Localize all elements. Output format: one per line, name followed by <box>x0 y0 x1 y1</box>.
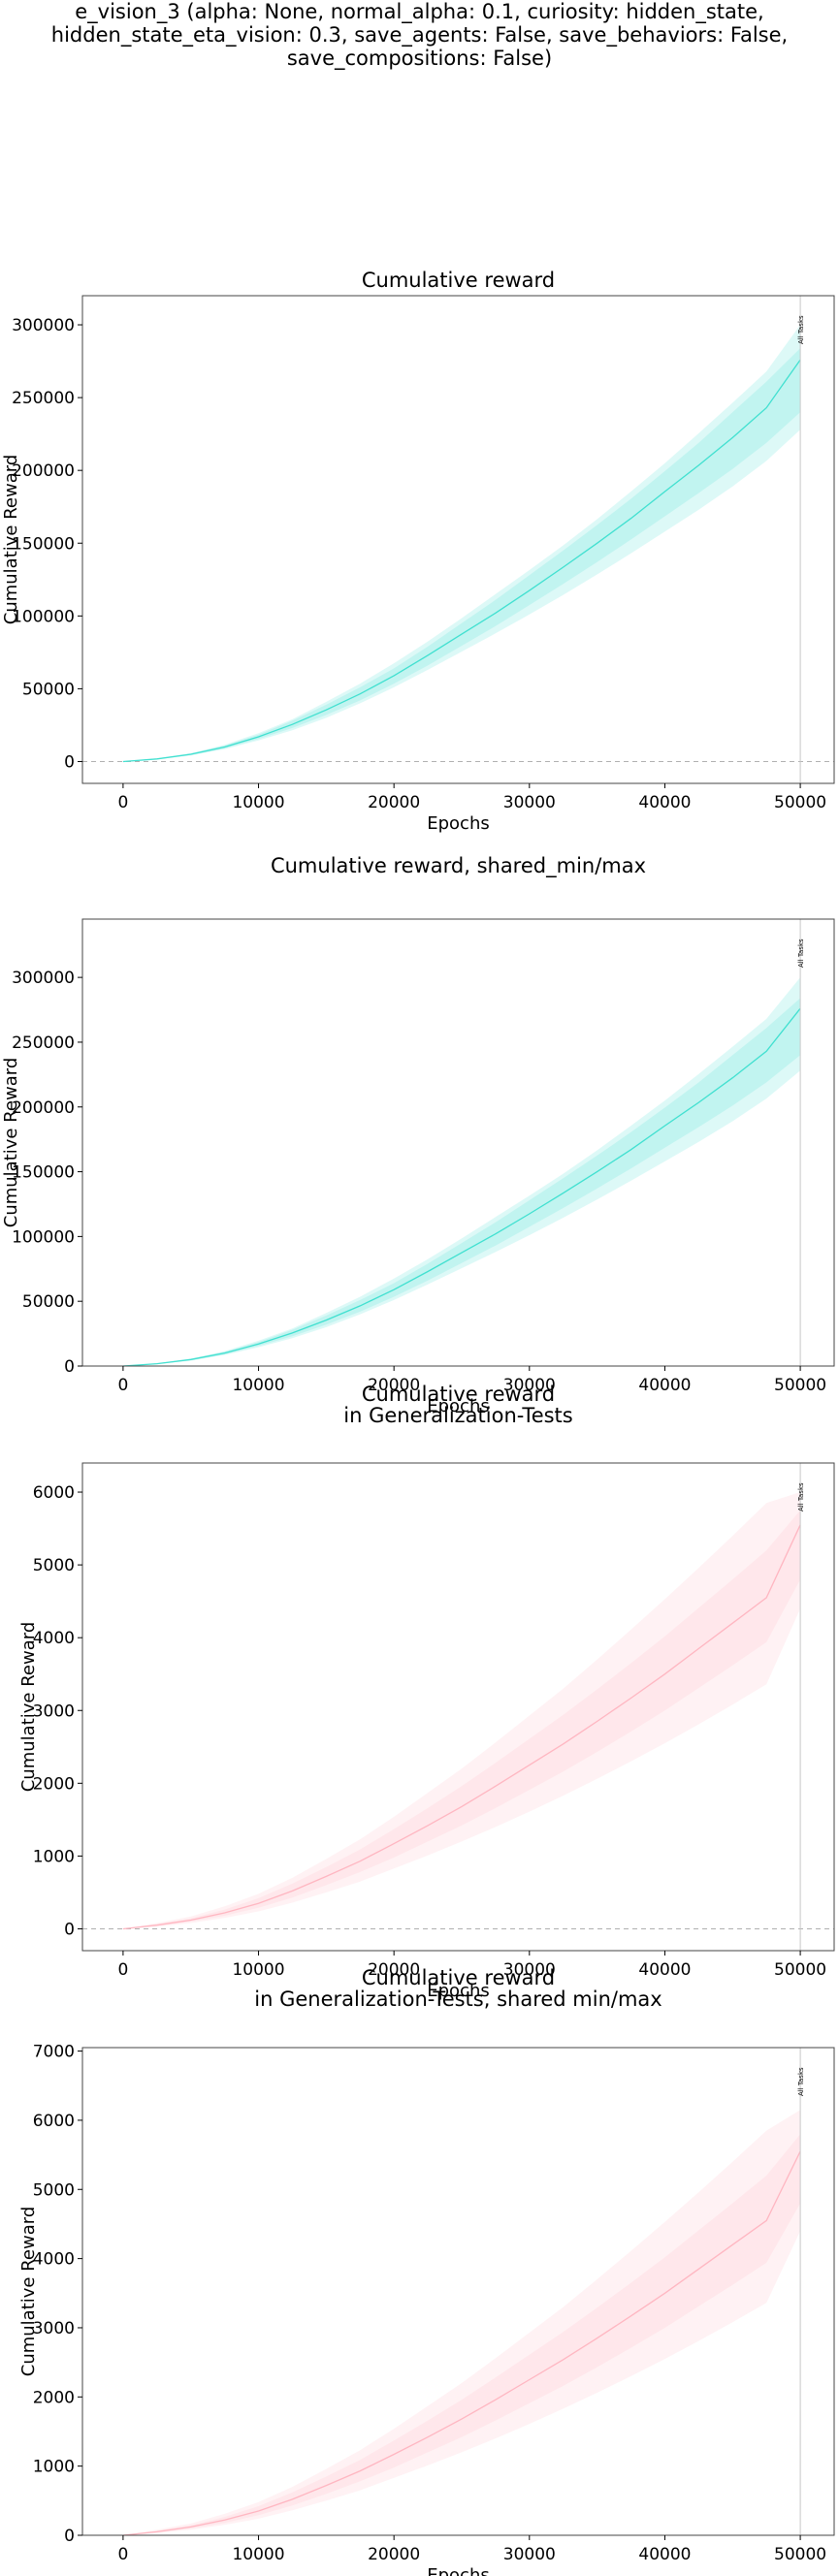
figure-suptitle: e_vision_3 (alpha: None, normal_alpha: 0… <box>0 0 839 70</box>
min-max-band <box>122 1492 801 1929</box>
min-max-band <box>122 2110 801 2535</box>
y-tick-label: 200000 <box>12 1098 75 1118</box>
y-tick-label: 5000 <box>33 1556 75 1575</box>
x-tick-label: 50000 <box>774 2545 826 2564</box>
y-tick-label: 250000 <box>12 389 75 408</box>
x-axis-label: Epochs <box>427 813 490 834</box>
x-tick-label: 10000 <box>232 793 284 812</box>
chart-title: Cumulative reward <box>362 1383 555 1406</box>
x-tick-label: 20000 <box>368 1376 420 1395</box>
x-tick-label: 10000 <box>232 1960 284 1980</box>
y-tick-label: 200000 <box>12 461 75 481</box>
x-tick-label: 30000 <box>503 793 556 812</box>
y-tick-label: 250000 <box>12 1034 75 1053</box>
x-tick-label: 40000 <box>638 1376 691 1395</box>
y-axis-label: Cumulative Reward <box>1 455 21 625</box>
chart-title: Cumulative reward <box>362 269 555 292</box>
y-tick-label: 100000 <box>12 1227 75 1247</box>
x-tick-label: 30000 <box>503 1376 556 1395</box>
y-tick-label: 2000 <box>33 2388 75 2407</box>
y-axis-label: Cumulative Reward <box>18 2207 39 2377</box>
y-tick-label: 150000 <box>12 1163 75 1183</box>
mean-series-line <box>122 359 801 763</box>
mean-series-line <box>122 1007 801 1367</box>
plot-frame <box>81 295 835 784</box>
y-tick-label: 0 <box>64 1920 75 1939</box>
y-tick-label: 7000 <box>33 2043 75 2062</box>
std-band <box>122 348 801 762</box>
mean-series-line <box>122 2150 801 2536</box>
y-tick-label: 0 <box>64 2527 75 2546</box>
x-tick-label: 40000 <box>638 793 691 812</box>
all-tasks-marker-label: All Tasks <box>797 1482 805 1511</box>
suptitle-line: hidden_state_eta_vision: 0.3, save_agent… <box>50 23 789 47</box>
mean-series-line <box>122 1524 801 1930</box>
x-tick-label: 0 <box>117 2545 128 2564</box>
all-tasks-marker-label: All Tasks <box>797 938 805 968</box>
y-tick-label: 6000 <box>33 2112 75 2131</box>
chart-1: Cumulative reward All Tasks 0 10000 20000 300… <box>1 269 835 834</box>
x-tick-label: 40000 <box>638 2545 691 2564</box>
all-tasks-marker-label: All Tasks <box>797 2067 805 2096</box>
chart-title: in Generalization-Tests, shared min/max <box>254 1988 662 2011</box>
chart-title: in Generalization-Tests <box>343 1404 572 1427</box>
chart-2: Cumulative reward, shared_min/max All Tas… <box>1 854 835 1416</box>
y-tick-label: 6000 <box>33 1483 75 1503</box>
x-tick-label: 0 <box>117 1960 128 1980</box>
x-tick-label: 20000 <box>368 2545 420 2564</box>
x-tick-label: 0 <box>117 1376 128 1395</box>
plot-frame <box>81 2047 835 2536</box>
plot-frame <box>81 918 835 1367</box>
x-tick-label: 50000 <box>774 793 826 812</box>
y-tick-label: 3000 <box>33 1701 75 1721</box>
y-tick-label: 0 <box>64 752 75 772</box>
y-tick-label: 2000 <box>33 1774 75 1794</box>
y-axis-label: Cumulative Reward <box>18 1622 39 1793</box>
suptitle-line: save_compositions: False) <box>286 47 553 70</box>
min-max-band <box>122 977 801 1366</box>
x-tick-label: 40000 <box>638 1960 691 1980</box>
y-tick-label: 0 <box>64 1357 75 1377</box>
y-axis-label: Cumulative Reward <box>1 1058 21 1228</box>
y-tick-label: 4000 <box>33 1629 75 1648</box>
x-tick-label: 30000 <box>503 1960 556 1980</box>
y-tick-label: 1000 <box>33 1847 75 1866</box>
y-tick-label: 100000 <box>12 607 75 626</box>
y-tick-label: 50000 <box>22 680 75 699</box>
x-tick-label: 0 <box>117 793 128 812</box>
x-axis-label: Epochs <box>427 1396 490 1416</box>
chart-title: Cumulative reward, shared_min/max <box>271 854 646 878</box>
x-tick-label: 50000 <box>774 1960 826 1980</box>
y-tick-label: 150000 <box>12 534 75 554</box>
x-tick-label: 10000 <box>232 2545 284 2564</box>
x-axis-label: Epochs <box>427 2565 490 2576</box>
x-axis-label: Epochs <box>427 1981 490 2001</box>
y-tick-label: 3000 <box>33 2319 75 2338</box>
x-tick-label: 30000 <box>503 2545 556 2564</box>
y-tick-label: 300000 <box>12 969 75 988</box>
y-tick-label: 1000 <box>33 2458 75 2477</box>
y-tick-label: 5000 <box>33 2180 75 2200</box>
x-tick-label: 50000 <box>774 1376 826 1395</box>
x-tick-label: 20000 <box>368 793 420 812</box>
min-max-band <box>122 325 801 762</box>
plot-frame <box>81 1462 835 1952</box>
y-tick-label: 300000 <box>12 316 75 335</box>
x-tick-label: 10000 <box>232 1376 284 1395</box>
y-tick-label: 50000 <box>22 1292 75 1312</box>
chart-title: Cumulative reward <box>362 1966 555 1989</box>
all-tasks-marker-label: All Tasks <box>797 315 805 344</box>
y-tick-label: 4000 <box>33 2250 75 2270</box>
std-band <box>122 998 801 1366</box>
x-tick-label: 20000 <box>368 1960 420 1980</box>
suptitle-line: e_vision_3 (alpha: None, normal_alpha: 0… <box>75 0 764 23</box>
